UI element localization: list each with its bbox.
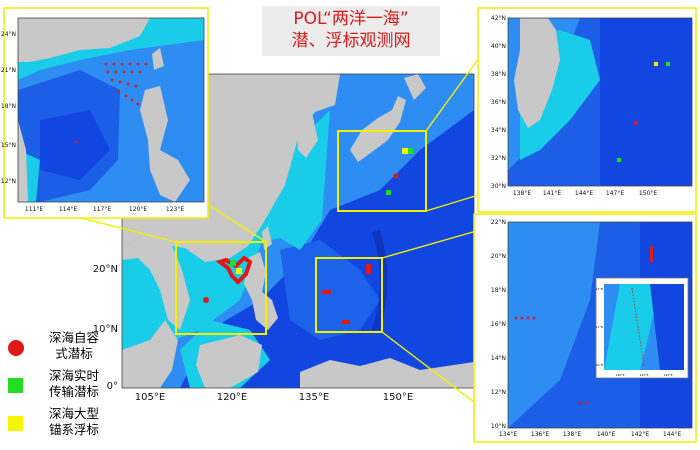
scs-lon-tick-label: 111°E bbox=[25, 206, 43, 213]
scs-lat-tick-label: 24°N bbox=[1, 31, 16, 38]
land-philippines bbox=[244, 252, 278, 330]
main-lon-tick-label: 150°E bbox=[383, 392, 413, 403]
main-moorings bbox=[203, 148, 413, 324]
figure-title: POL“两洋一海” 潜、浮标观测网 bbox=[262, 6, 440, 56]
kuroshio-lon-tick-label: 138°E bbox=[513, 190, 531, 197]
scs-lat-tick-label: 21°N bbox=[1, 67, 16, 74]
legend-label-line1: 深海自容 bbox=[48, 330, 99, 345]
kuroshio-lat-tick-label: 34°N bbox=[491, 127, 506, 134]
scs-lat-tick-label: 12°N bbox=[1, 178, 16, 185]
inset-west-pacific bbox=[473, 213, 697, 443]
kuroshio-lat-tick-label: 38°N bbox=[491, 71, 506, 78]
inset-south-china-sea bbox=[3, 7, 209, 219]
land-japan bbox=[350, 96, 406, 162]
legend-label-line1: 深海实时 bbox=[48, 368, 99, 383]
green-square-icon bbox=[8, 378, 23, 393]
wpac-lat-tick-label: 16°N bbox=[491, 321, 506, 328]
legend-item-mooring: 深海自容 式潜标 bbox=[0, 330, 120, 368]
wpac-lon-tick-label: 142°E bbox=[631, 431, 649, 438]
wpac-lat-tick-label: 10°N bbox=[491, 423, 506, 430]
wpac-lat-tick-label: 22°N bbox=[491, 219, 506, 226]
wpac-moorings bbox=[514, 246, 653, 405]
red-circle-icon bbox=[8, 340, 24, 356]
kuroshio-lat-tick-label: 30°N bbox=[491, 183, 506, 190]
sub-inset bbox=[595, 277, 689, 379]
mini-lon-tick-label: 142°E bbox=[639, 373, 648, 377]
scs-lat-tick-label: 15°N bbox=[1, 142, 16, 149]
title-line-2: 潜、浮标观测网 bbox=[291, 31, 411, 51]
mini-lon-tick-label: 144°E bbox=[663, 373, 672, 377]
legend-label-line2: 式潜标 bbox=[55, 346, 93, 361]
wpac-lon-tick-label: 144°E bbox=[663, 431, 681, 438]
yellow-square-icon bbox=[8, 416, 23, 431]
inset-kuroshio bbox=[477, 7, 697, 213]
main-lat-tick-label: 0° bbox=[107, 381, 118, 392]
wpac-lat-tick-label: 12°N bbox=[491, 389, 506, 396]
legend-label-line2: 锚系浮标 bbox=[48, 422, 99, 437]
kuroshio-moorings bbox=[617, 62, 670, 162]
legend-item-realtime: 深海实时 传输潜标 bbox=[0, 368, 120, 406]
mini-lat-tick-label: 12°N bbox=[595, 287, 603, 291]
legend: 深海自容 式潜标 深海实时 传输潜标 深海大型 锚系浮标 bbox=[0, 330, 120, 444]
wpac-lat-tick-label: 18°N bbox=[491, 287, 506, 294]
kuroshio-lat-tick-label: 32°N bbox=[491, 155, 506, 162]
wpac-lat-tick-label: 14°N bbox=[491, 355, 506, 362]
wpac-lon-tick-label: 136°E bbox=[531, 431, 549, 438]
kuroshio-lon-tick-label: 150°E bbox=[639, 190, 657, 197]
scs-lon-tick-label: 120°E bbox=[129, 206, 147, 213]
kuroshio-lat-tick-label: 40°N bbox=[491, 43, 506, 50]
scs-moorings bbox=[74, 62, 148, 144]
wpac-lat-tick-label: 20°N bbox=[491, 253, 506, 260]
main-lat-tick-label: 20°N bbox=[93, 264, 118, 275]
kuroshio-lat-tick-label: 42°N bbox=[491, 15, 506, 22]
kuroshio-lat-tick-label: 36°N bbox=[491, 99, 506, 106]
wpac-lon-tick-label: 138°E bbox=[563, 431, 581, 438]
legend-label-line1: 深海大型 bbox=[48, 406, 99, 421]
kuroshio-lon-tick-label: 144°E bbox=[575, 190, 593, 197]
mini-lon-tick-label: 140°E bbox=[615, 373, 624, 377]
title-line-1: POL“两洋一海” bbox=[293, 9, 409, 29]
scs-lon-tick-label: 117°E bbox=[93, 206, 111, 213]
main-lat-tick-label: 10°N bbox=[93, 324, 118, 335]
kuroshio-lon-tick-label: 141°E bbox=[543, 190, 561, 197]
legend-item-buoy: 深海大型 锚系浮标 bbox=[0, 406, 120, 444]
wpac-lon-tick-label: 140°E bbox=[597, 431, 615, 438]
wpac-lon-tick-label: 134°E bbox=[499, 431, 517, 438]
axis-tick-labels: 105°E 120°E 135°E 150°E 0° 10°N 20°N 111°E 114°E… bbox=[1, 15, 681, 438]
kuroshio-lon-tick-label: 147°E bbox=[606, 190, 624, 197]
legend-label-line2: 传输潜标 bbox=[48, 384, 99, 399]
main-lon-tick-label: 120°E bbox=[217, 392, 247, 403]
scs-lon-tick-label: 114°E bbox=[59, 206, 77, 213]
main-lon-tick-label: 135°E bbox=[299, 392, 329, 403]
mini-lat-tick-label: 11°N bbox=[595, 325, 603, 329]
scs-lon-tick-label: 123°E bbox=[166, 206, 184, 213]
main-lon-tick-label: 105°E bbox=[135, 392, 165, 403]
scs-lat-tick-label: 18°N bbox=[1, 103, 16, 110]
mini-lat-tick-label: 10°N bbox=[595, 363, 603, 367]
